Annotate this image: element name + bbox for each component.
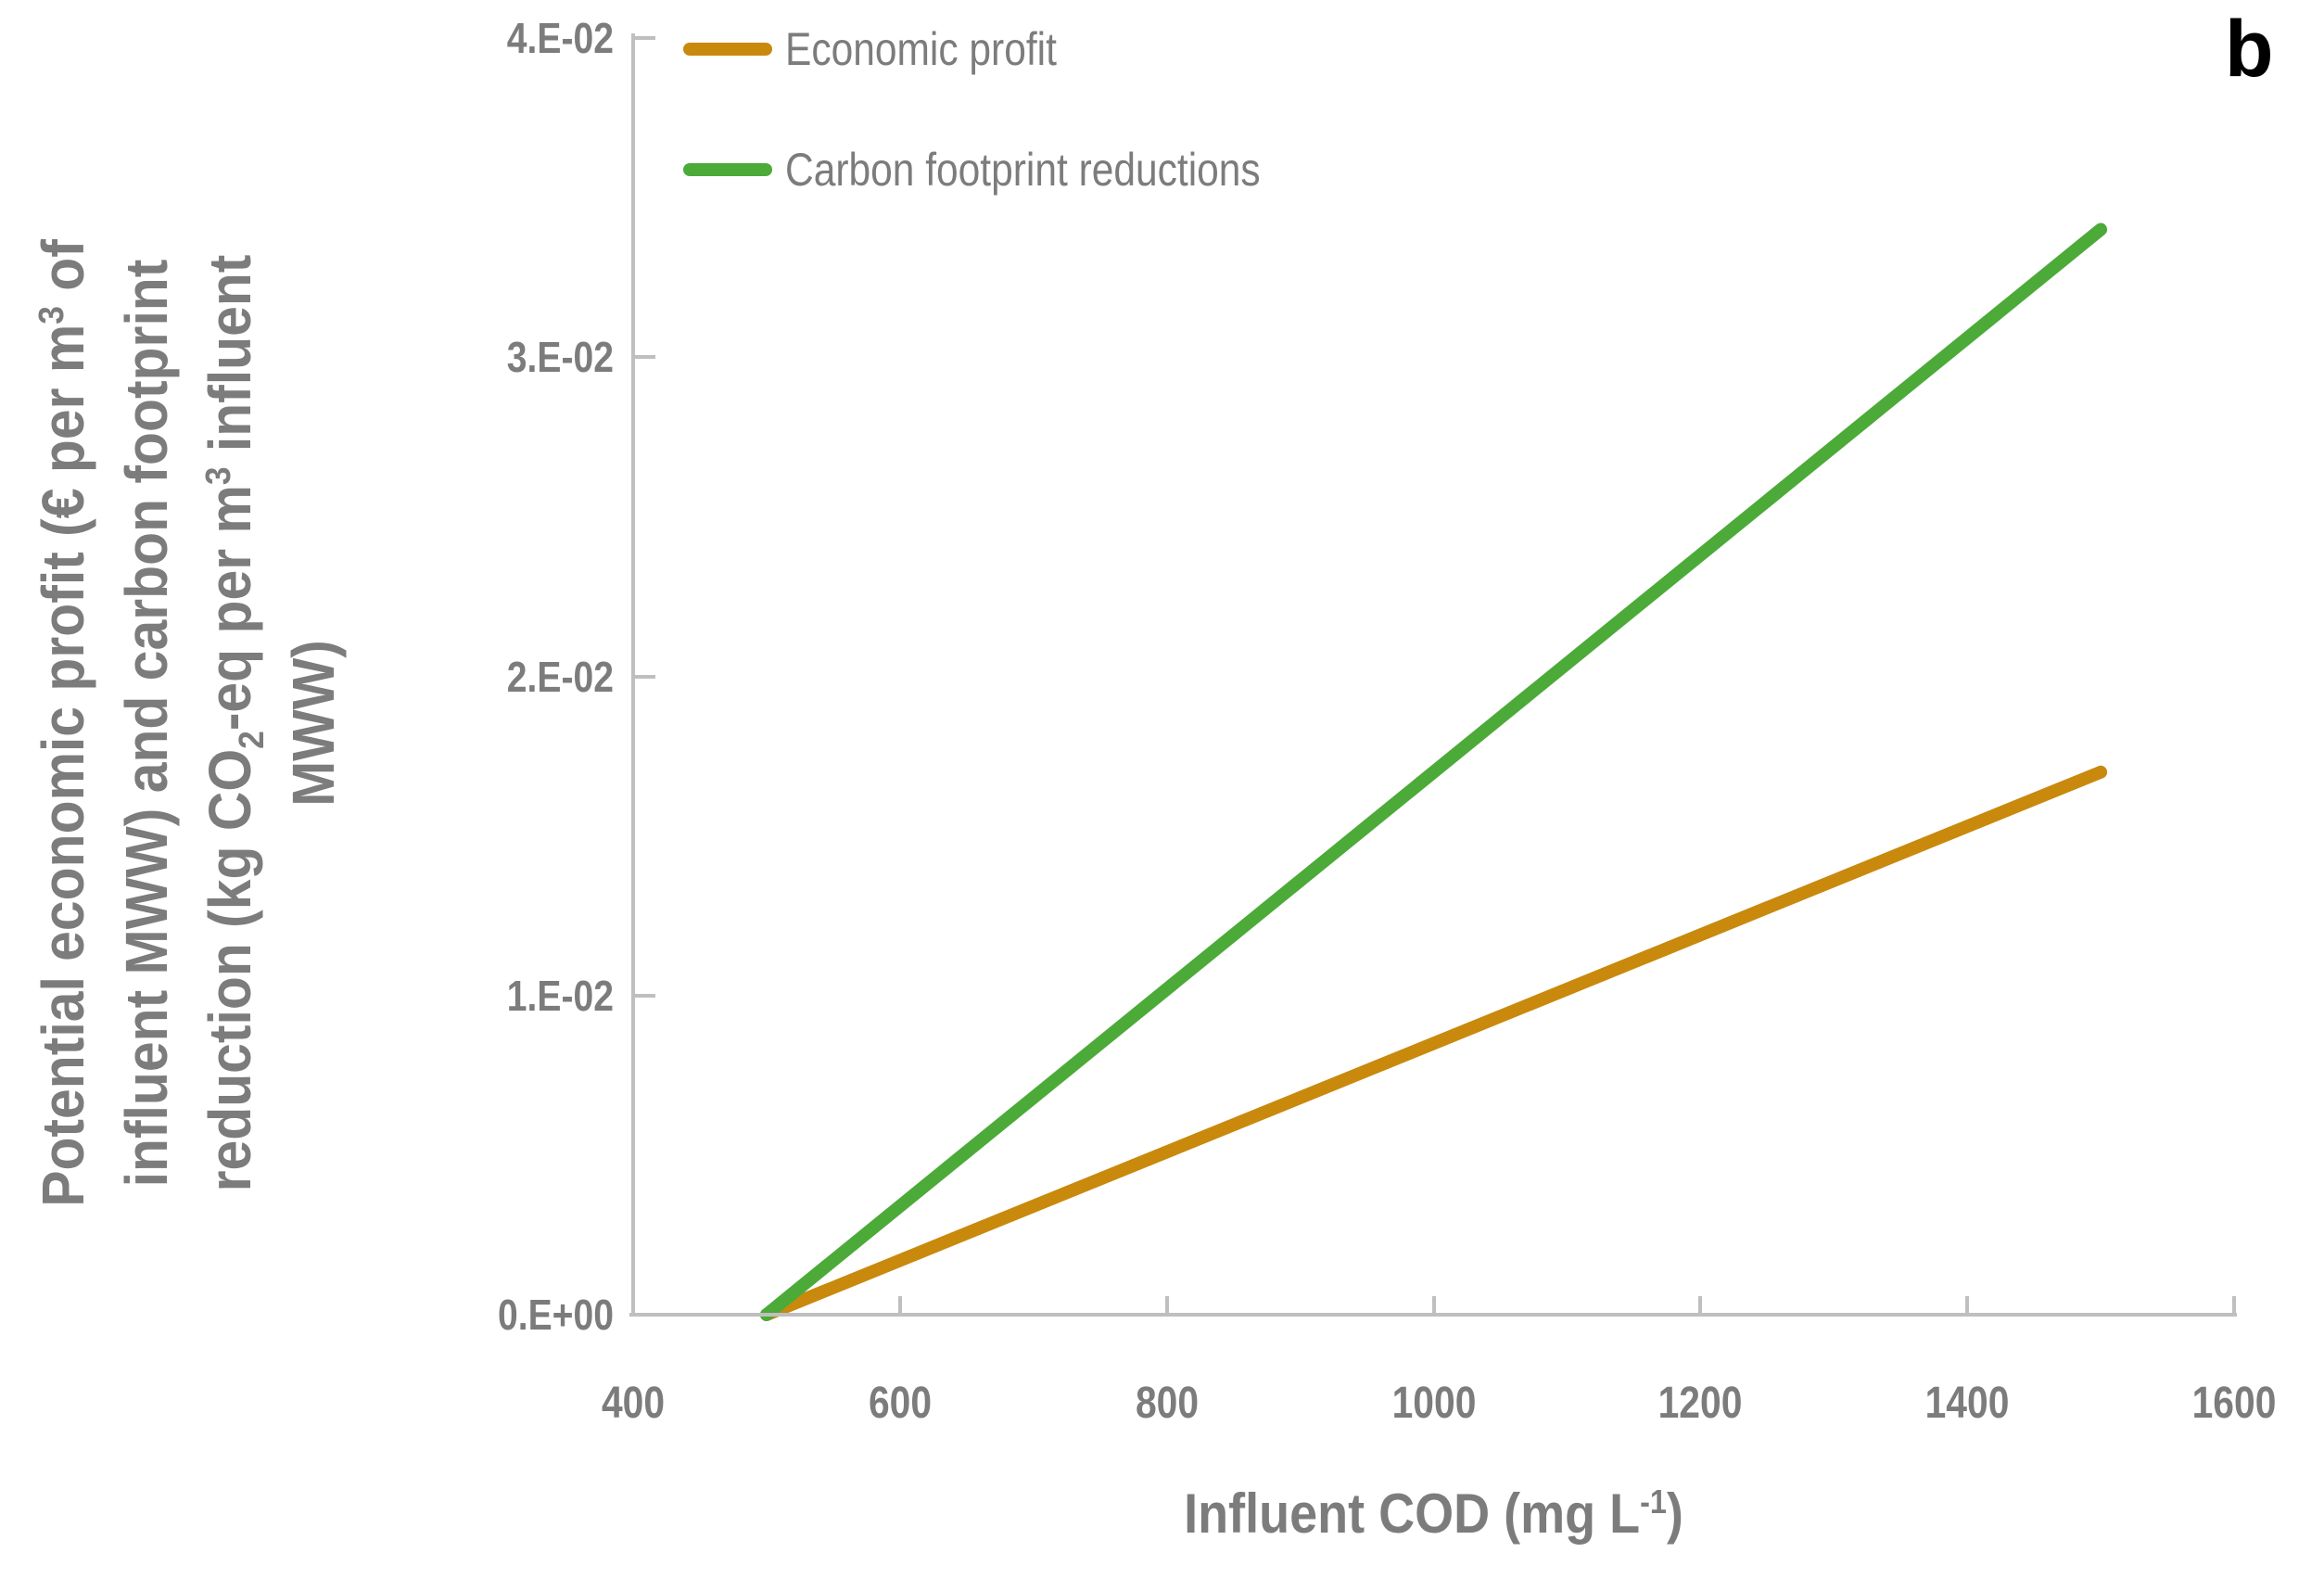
panel-label: b <box>2225 5 2274 94</box>
text-segment: reduction (kg CO <box>197 748 264 1192</box>
y-axis-title-line: reduction (kg CO2-eq per m3 influent <box>188 239 272 1207</box>
carbon-footprint-reductions-swatch-icon <box>683 163 772 176</box>
x-tick-label: 800 <box>1135 1379 1199 1428</box>
text-segment: Potential economic profit (€ per m <box>30 324 97 1207</box>
sup-segment: 3 <box>31 306 71 325</box>
y-tick-mark <box>633 355 655 360</box>
x-tick-mark <box>2232 1296 2236 1315</box>
x-tick-mark <box>1965 1296 1970 1315</box>
carbon-footprint-reductions-line <box>759 223 2108 1321</box>
y-axis-title-line: influent MWW) and carbon footprint <box>105 239 188 1207</box>
y-tick-mark <box>633 993 655 998</box>
text-segment: influent <box>197 254 264 467</box>
text-segment: Influent COD (mg L <box>1184 1483 1641 1545</box>
legend-item-economic-profit: Economic profit <box>683 21 1105 77</box>
x-tick-mark <box>1698 1296 1703 1315</box>
x-tick-label: 1200 <box>1657 1379 1743 1428</box>
sup-segment: -1 <box>1640 1483 1667 1521</box>
x-tick-label: 600 <box>868 1379 932 1428</box>
x-tick-label: 1600 <box>2191 1379 2277 1428</box>
legend-label: Carbon footprint reductions <box>785 144 1261 196</box>
x-axis-line <box>629 1313 2237 1317</box>
x-tick-mark <box>1164 1296 1169 1315</box>
economic-profit-swatch-icon <box>683 43 772 56</box>
y-tick-mark <box>633 36 655 40</box>
sup-segment: 3 <box>197 466 238 486</box>
y-tick-label: 0.E+00 <box>497 1291 614 1339</box>
y-axis-title-line: Potential economic profit (€ per m3 of <box>21 239 105 1207</box>
x-tick-mark <box>1431 1296 1436 1315</box>
y-tick-label: 3.E-02 <box>506 333 614 382</box>
text-segment: influent MWW) and carbon footprint <box>113 259 181 1188</box>
text-segment: of <box>30 239 97 307</box>
y-axis-title-text: Potential economic profit (€ per m3 of in… <box>21 239 355 1207</box>
y-tick-label: 2.E-02 <box>506 652 614 701</box>
y-axis-title-line: MWW) <box>272 239 355 1207</box>
x-axis-title: Influent COD (mg L-1) <box>713 1482 2153 1546</box>
x-tick-label: 1400 <box>1924 1379 2010 1428</box>
plot-area <box>759 223 2108 1321</box>
y-axis-title: Potential economic profit (€ per m3 of in… <box>7 0 369 1446</box>
sub-segment: 2 <box>231 731 272 749</box>
text-segment: ) <box>1666 1483 1683 1545</box>
legend-label: Economic profit <box>785 23 1057 75</box>
economic-profit-line <box>759 765 2108 1321</box>
legend-item-carbon-footprint-reductions: Carbon footprint reductions <box>683 142 1344 197</box>
text-segment: -eq per m <box>197 485 264 732</box>
text-segment: MWW) <box>280 640 348 807</box>
x-tick-mark <box>897 1296 902 1315</box>
y-tick-label: 4.E-02 <box>506 14 614 62</box>
y-tick-label: 1.E-02 <box>506 971 614 1020</box>
x-tick-label: 400 <box>601 1379 666 1428</box>
x-tick-label: 1000 <box>1391 1379 1476 1428</box>
y-tick-mark <box>633 674 655 679</box>
